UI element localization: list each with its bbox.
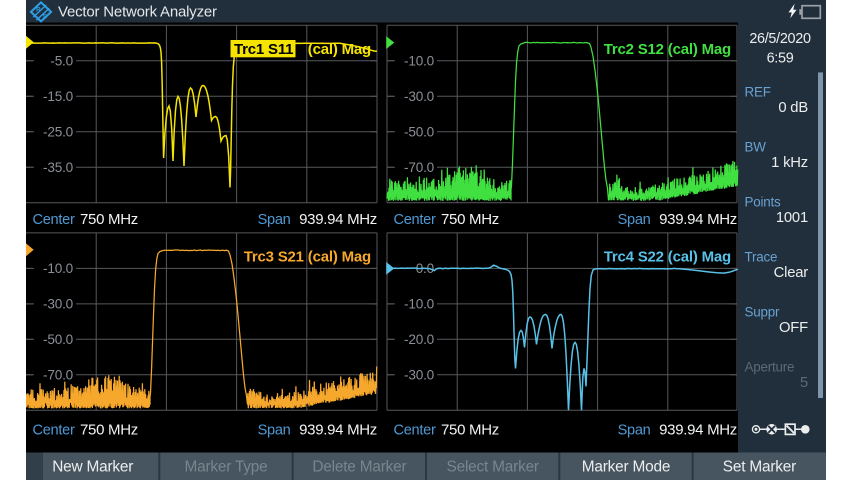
svg-text:939.94 MHz: 939.94 MHz — [659, 422, 737, 439]
svg-text:Aperture: Aperture — [745, 360, 795, 375]
svg-text:-70.0: -70.0 — [404, 160, 435, 175]
svg-text:1001: 1001 — [776, 210, 808, 226]
svg-text:-50.0: -50.0 — [404, 125, 435, 140]
svg-text:Center: Center — [33, 423, 75, 439]
svg-text:Trace: Trace — [745, 250, 778, 265]
svg-text:BW: BW — [745, 140, 767, 155]
svg-text:(cal) Mag: (cal) Mag — [308, 41, 371, 58]
svg-text:-30.0: -30.0 — [404, 368, 435, 383]
svg-text:Center: Center — [33, 212, 75, 228]
svg-text:Delete Marker: Delete Marker — [312, 459, 406, 476]
svg-text:Span: Span — [258, 423, 291, 439]
svg-text:-10.0: -10.0 — [404, 297, 435, 312]
svg-text:26/5/2020: 26/5/2020 — [749, 31, 811, 47]
svg-text:750 MHz: 750 MHz — [80, 422, 138, 439]
svg-text:-10.0: -10.0 — [43, 261, 74, 276]
svg-text:OFF: OFF — [779, 320, 808, 336]
svg-text:939.94 MHz: 939.94 MHz — [299, 422, 377, 439]
svg-text:Span: Span — [258, 212, 291, 228]
svg-text:Suppr: Suppr — [745, 305, 780, 320]
svg-text:Select Marker: Select Marker — [447, 459, 539, 476]
svg-text:Trc1 S11: Trc1 S11 — [234, 41, 293, 58]
svg-text:-25.0: -25.0 — [43, 125, 74, 140]
svg-text:Center: Center — [394, 423, 436, 439]
svg-text:-10.0: -10.0 — [404, 54, 435, 69]
svg-text:750 MHz: 750 MHz — [441, 211, 499, 228]
svg-text:Center: Center — [394, 212, 436, 228]
svg-text:Vector Network Analyzer: Vector Network Analyzer — [58, 3, 217, 20]
svg-text:New Marker: New Marker — [52, 459, 133, 476]
svg-text:5: 5 — [800, 375, 808, 391]
svg-text:Span: Span — [618, 212, 651, 228]
svg-text:-50.0: -50.0 — [43, 332, 74, 347]
svg-text:Trc3 S21 (cal) Mag: Trc3 S21 (cal) Mag — [244, 248, 371, 265]
svg-text:1 kHz: 1 kHz — [771, 155, 808, 171]
svg-text:6:59: 6:59 — [767, 50, 794, 66]
svg-text:Marker Type: Marker Type — [184, 459, 267, 476]
svg-text:-35.0: -35.0 — [43, 160, 74, 175]
svg-text:750 MHz: 750 MHz — [80, 211, 138, 228]
svg-text:Span: Span — [618, 423, 651, 439]
svg-text:Set Marker: Set Marker — [723, 459, 796, 476]
svg-text:Trc4 S22 (cal) Mag: Trc4 S22 (cal) Mag — [604, 248, 731, 265]
svg-text:939.94 MHz: 939.94 MHz — [299, 211, 377, 228]
svg-text:-20.0: -20.0 — [404, 332, 435, 347]
svg-text:Clear: Clear — [774, 265, 809, 281]
svg-text:-30.0: -30.0 — [43, 297, 74, 312]
svg-text:750 MHz: 750 MHz — [441, 422, 499, 439]
svg-text:Trc2 S12 (cal) Mag: Trc2 S12 (cal) Mag — [604, 41, 731, 58]
svg-text:REF: REF — [745, 85, 771, 100]
svg-text:-15.0: -15.0 — [43, 89, 74, 104]
svg-text:R: R — [36, 7, 41, 14]
svg-text:-70.0: -70.0 — [43, 368, 74, 383]
svg-text:-30.0: -30.0 — [404, 89, 435, 104]
svg-text:S: S — [43, 13, 48, 20]
svg-text:Marker Mode: Marker Mode — [582, 459, 670, 476]
svg-text:-5.0: -5.0 — [50, 54, 73, 69]
svg-text:0 dB: 0 dB — [778, 100, 808, 116]
svg-text:Points: Points — [745, 195, 782, 210]
svg-text:939.94 MHz: 939.94 MHz — [659, 211, 737, 228]
